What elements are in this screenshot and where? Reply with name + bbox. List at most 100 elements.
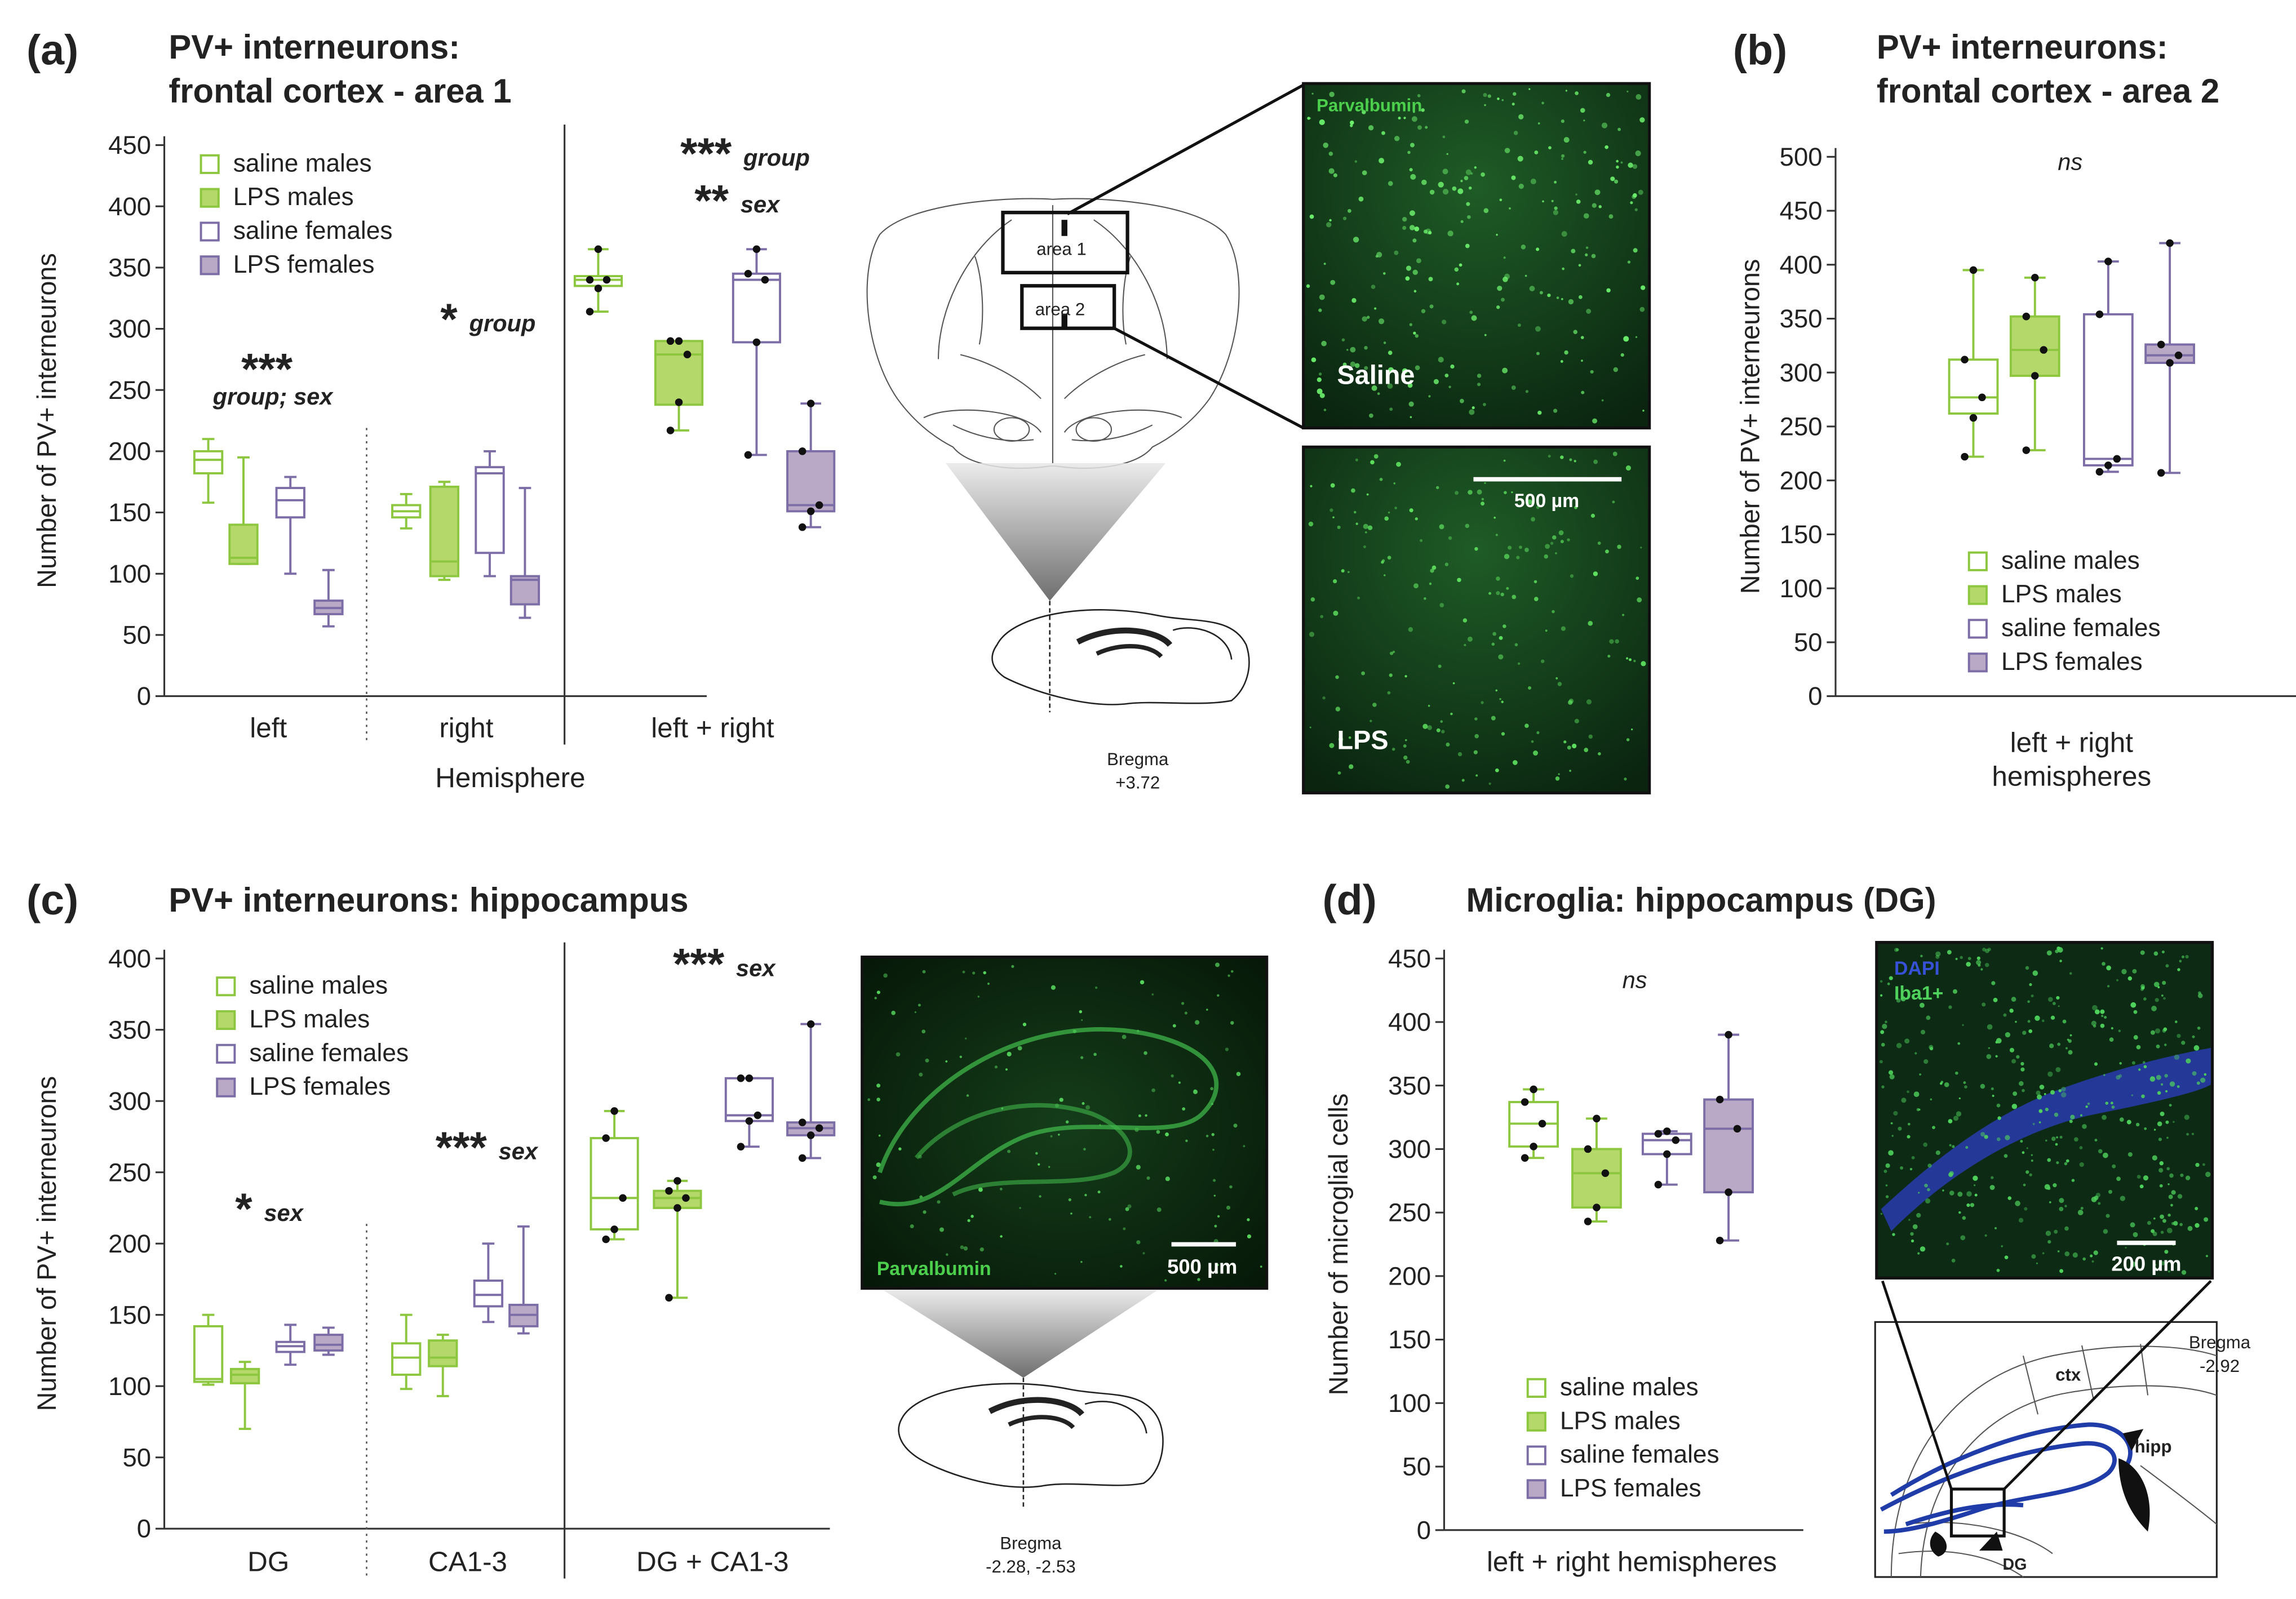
y-tick-label: 350 [108, 1015, 151, 1044]
cell-speck [2140, 950, 2145, 955]
cell-speck [1355, 458, 1358, 461]
cell-speck [2064, 1205, 2067, 1207]
cell-speck [2132, 969, 2137, 974]
y-axis-label: Number of PV+ interneurons [32, 253, 61, 588]
cell-speck [1079, 1010, 1083, 1014]
cell-speck [1038, 1163, 1040, 1166]
cell-speck [2059, 1206, 2064, 1211]
cell-speck [1572, 743, 1577, 749]
cell-speck [1591, 254, 1596, 259]
legend-swatch [1967, 619, 1988, 639]
cell-speck [1011, 965, 1014, 968]
box-plot [508, 1225, 539, 1335]
cell-speck [1594, 189, 1601, 196]
cell-speck [1421, 108, 1425, 112]
cell-speck [2150, 1030, 2155, 1035]
cell-speck [2103, 1074, 2106, 1076]
cell-speck [1980, 968, 1983, 971]
cell-speck [966, 1094, 969, 1097]
cell-speck [2165, 964, 2169, 968]
cell-speck [1433, 379, 1439, 384]
cell-speck [1354, 363, 1360, 368]
cell-speck [2143, 997, 2147, 1001]
cell-speck [1231, 970, 1234, 973]
cell-speck [1898, 1126, 1902, 1131]
cell-speck [1927, 1188, 1930, 1192]
cell-speck [1438, 181, 1444, 188]
cell-speck [978, 1187, 983, 1192]
cell-speck [1243, 1145, 1245, 1148]
cell-speck [1376, 252, 1382, 258]
cell-speck [1560, 455, 1564, 459]
cell-speck [1888, 1070, 1894, 1075]
cell-speck [1912, 1224, 1918, 1229]
cell-speck [1920, 1246, 1926, 1252]
data-point [1961, 356, 1969, 364]
y-tick-label: 250 [108, 1158, 151, 1187]
cell-speck [1318, 372, 1322, 376]
y-tick-label: 200 [108, 1229, 151, 1258]
cell-speck [1563, 740, 1567, 744]
legend-label: LPS females [233, 251, 375, 278]
cell-speck [1918, 1108, 1921, 1111]
y-tick-label: 250 [1388, 1198, 1431, 1227]
data-point [666, 337, 675, 345]
cell-speck [1920, 997, 1923, 1000]
cell-speck [1914, 969, 1918, 972]
cell-speck [2158, 1138, 2162, 1141]
dapi-label: DAPI [1894, 958, 1940, 979]
cell-speck [1017, 1046, 1022, 1051]
cell-speck [1616, 159, 1619, 163]
cell-speck [1381, 559, 1385, 562]
cell-speck [1541, 101, 1544, 105]
cell-speck [1402, 216, 1407, 222]
legend-label: saline females [2001, 614, 2161, 642]
cell-speck [2064, 1226, 2069, 1231]
panel-b-title-1: PV+ interneurons: [1877, 28, 2168, 66]
cell-speck [1606, 288, 1611, 293]
cell-speck [2200, 1077, 2206, 1083]
legend-swatch [1967, 652, 1988, 673]
cell-speck [2053, 1183, 2057, 1188]
cell-speck [1528, 88, 1531, 90]
y-tick-label: 500 [1780, 143, 1823, 171]
cell-speck [1349, 764, 1354, 769]
cell-speck [1524, 274, 1527, 277]
cell-speck [1560, 360, 1563, 363]
significance-stars: *** [241, 344, 293, 394]
cell-speck [1917, 1252, 1920, 1255]
cell-speck [1504, 491, 1507, 495]
data-point [2166, 239, 2174, 247]
cell-speck [1952, 1145, 1955, 1148]
cell-speck [2094, 1009, 2100, 1015]
cell-speck [1635, 336, 1638, 338]
cell-speck [1481, 501, 1485, 506]
cell-speck [1565, 90, 1567, 92]
cell-speck [2062, 1019, 2067, 1024]
data-point [594, 245, 602, 254]
cell-speck [1533, 750, 1539, 756]
cell-speck [1456, 282, 1460, 286]
cell-speck [2100, 1009, 2105, 1014]
cell-speck [1980, 1132, 1985, 1137]
cell-speck [1616, 165, 1619, 169]
cell-speck [1900, 996, 1906, 1002]
y-tick-label: 50 [1402, 1453, 1431, 1481]
significance-stars: * [440, 294, 458, 344]
cell-speck [1354, 160, 1358, 163]
cell-speck [1366, 316, 1370, 319]
parvalbumin-label-a: Parvalbumin [1317, 96, 1422, 116]
cell-speck [2143, 1065, 2147, 1069]
data-point [737, 1143, 745, 1151]
cell-speck [1955, 957, 1958, 961]
data-point [2022, 446, 2031, 454]
cell-speck [1471, 315, 1477, 321]
cell-speck [1377, 392, 1380, 396]
cell-speck [2073, 1137, 2078, 1142]
data-point [1716, 1236, 1724, 1245]
panel-b-label: (b) [1733, 26, 1787, 73]
cell-speck [1412, 269, 1418, 276]
cell-speck [1348, 571, 1350, 574]
cell-speck [1363, 545, 1366, 549]
box-plot [229, 1361, 260, 1431]
